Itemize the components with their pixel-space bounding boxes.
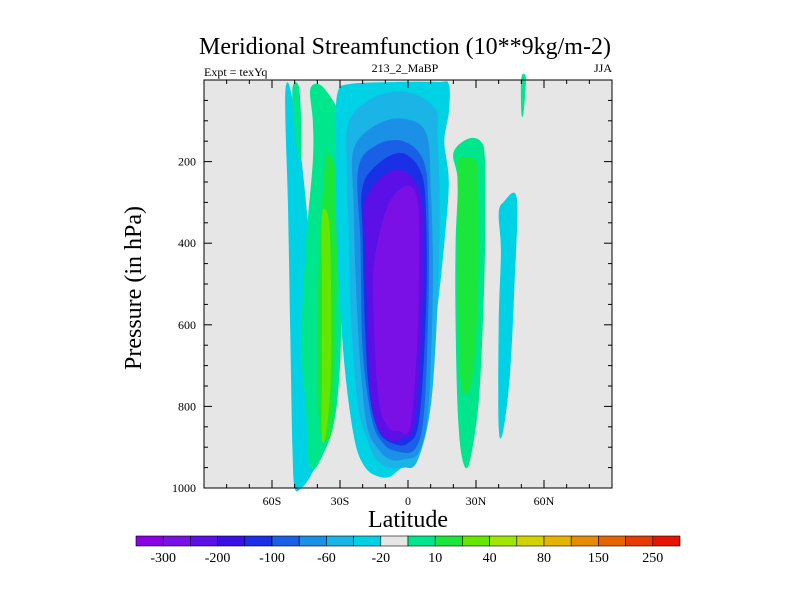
colorbar-label: -100 (259, 551, 285, 566)
colorbar-box (190, 535, 218, 547)
colorbar-box (598, 535, 626, 547)
contour-region-sh-ferrel-upper-streak (292, 82, 302, 162)
contour-region-nh-polar-cell (498, 192, 518, 439)
y-axis-title: Pressure (in hPa) (121, 206, 147, 370)
axis-ticks (204, 80, 612, 489)
colorbar-box (244, 535, 273, 547)
colorbar: -300 -200 -100 -60 -20 10 40 80 150 250 (135, 535, 681, 566)
colorbar-label: -300 (150, 551, 176, 566)
x-tick-label: 0 (405, 494, 411, 508)
colorbar-box (543, 535, 572, 547)
x-tick-label: 60S (263, 494, 282, 508)
contour-region-sh-ferrel-core (321, 208, 332, 444)
contour-region-nh-upper-streak (520, 73, 526, 117)
chart-title: Meridional Streamfunction (10**9kg/m-2) (199, 34, 611, 60)
colorbar-box (652, 535, 681, 547)
colorbar-label: -60 (317, 551, 336, 566)
x-tick-label: 30N (466, 494, 487, 508)
y-tick-label: 800 (178, 399, 196, 413)
contour-region-hadley-core (372, 185, 420, 435)
colorbar-label: 40 (483, 551, 497, 566)
contour-region-nh-ferrel-core (457, 156, 479, 395)
colorbar-box (135, 535, 164, 547)
y-tick-label: 200 (178, 155, 196, 169)
period-label: 213_2_MaBP (372, 61, 439, 75)
colorbar-label: 10 (428, 551, 442, 566)
colorbar-box (271, 535, 300, 547)
season-label: JJA (594, 61, 612, 75)
colorbar-label: 250 (642, 551, 663, 566)
colorbar-label: -20 (371, 551, 390, 566)
y-tick-label: 600 (178, 318, 196, 332)
colorbar-box (162, 535, 191, 547)
colorbar-box (380, 535, 409, 547)
colorbar-box (625, 535, 654, 547)
colorbar-box (434, 535, 463, 547)
colorbar-box (353, 535, 382, 547)
experiment-label: Expt = texYq (204, 65, 267, 79)
axis-tick-labels: 60S 30S 0 30N 60N 200 400 600 800 1000 (172, 155, 555, 508)
colorbar-box (217, 535, 246, 547)
colorbar-box (570, 535, 599, 547)
x-axis-title: Latitude (368, 507, 448, 533)
colorbar-box (516, 535, 545, 547)
colorbar-label: 150 (588, 551, 609, 566)
x-tick-label: 60N (534, 494, 555, 508)
colorbar-label: -200 (205, 551, 231, 566)
y-tick-label: 1000 (172, 481, 196, 495)
plot-frame (203, 79, 613, 489)
colorbar-box (489, 535, 518, 547)
colorbar-box (462, 535, 490, 547)
colorbar-box (407, 535, 436, 547)
y-tick-label: 400 (178, 236, 196, 250)
x-tick-label: 30S (331, 494, 350, 508)
colorbar-box (326, 535, 354, 547)
colorbar-label: 80 (537, 551, 551, 566)
contour-regions (285, 73, 526, 492)
colorbar-box (298, 535, 327, 547)
